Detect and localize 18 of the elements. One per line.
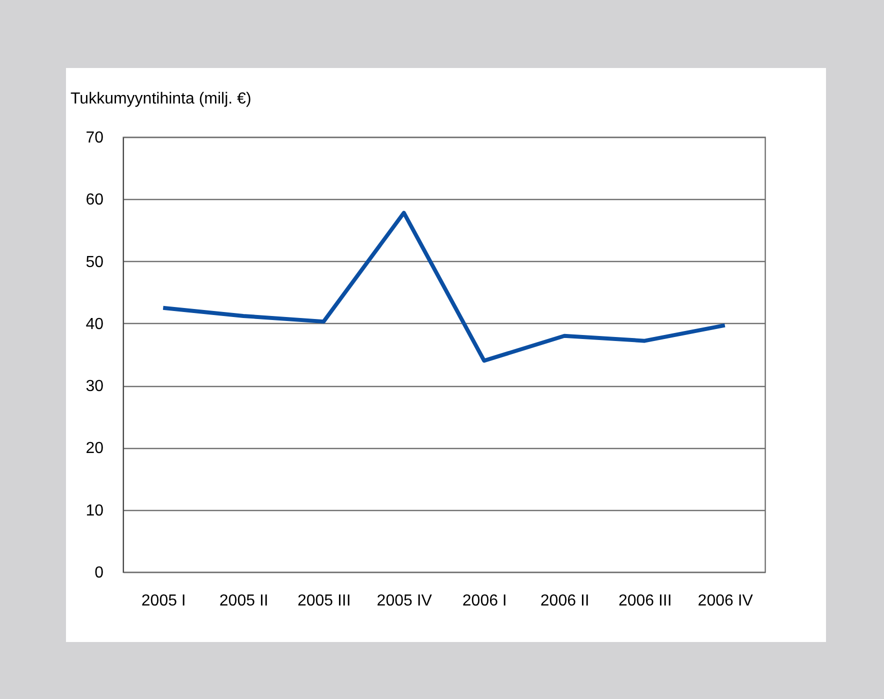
x-tick-label: 2005 IV	[376, 592, 432, 610]
x-tick-label: 2005 III	[297, 592, 351, 610]
x-tick-label: 2006 II	[540, 592, 590, 610]
line-series	[161, 210, 727, 363]
y-tick-label: 50	[86, 254, 104, 271]
y-tick-label: 10	[86, 502, 104, 520]
x-tick-label: 2006 III	[618, 592, 672, 610]
y-tick-label: 70	[86, 130, 104, 146]
x-tick-label: 2005 I	[141, 592, 186, 610]
y-tick-label: 40	[86, 316, 104, 333]
y-axis-title: Tukkumyyntihinta (milj. €)	[70, 90, 252, 108]
y-tick-label: 30	[86, 378, 104, 396]
y-tick-label: 60	[86, 192, 104, 209]
x-tick-label: 2006 I	[462, 592, 507, 610]
x-tick-label: 2006 IV	[698, 592, 754, 610]
x-tick-label: 2005 II	[219, 592, 268, 610]
y-tick-label: 20	[86, 440, 104, 458]
y-tick-label: 0	[94, 564, 104, 582]
